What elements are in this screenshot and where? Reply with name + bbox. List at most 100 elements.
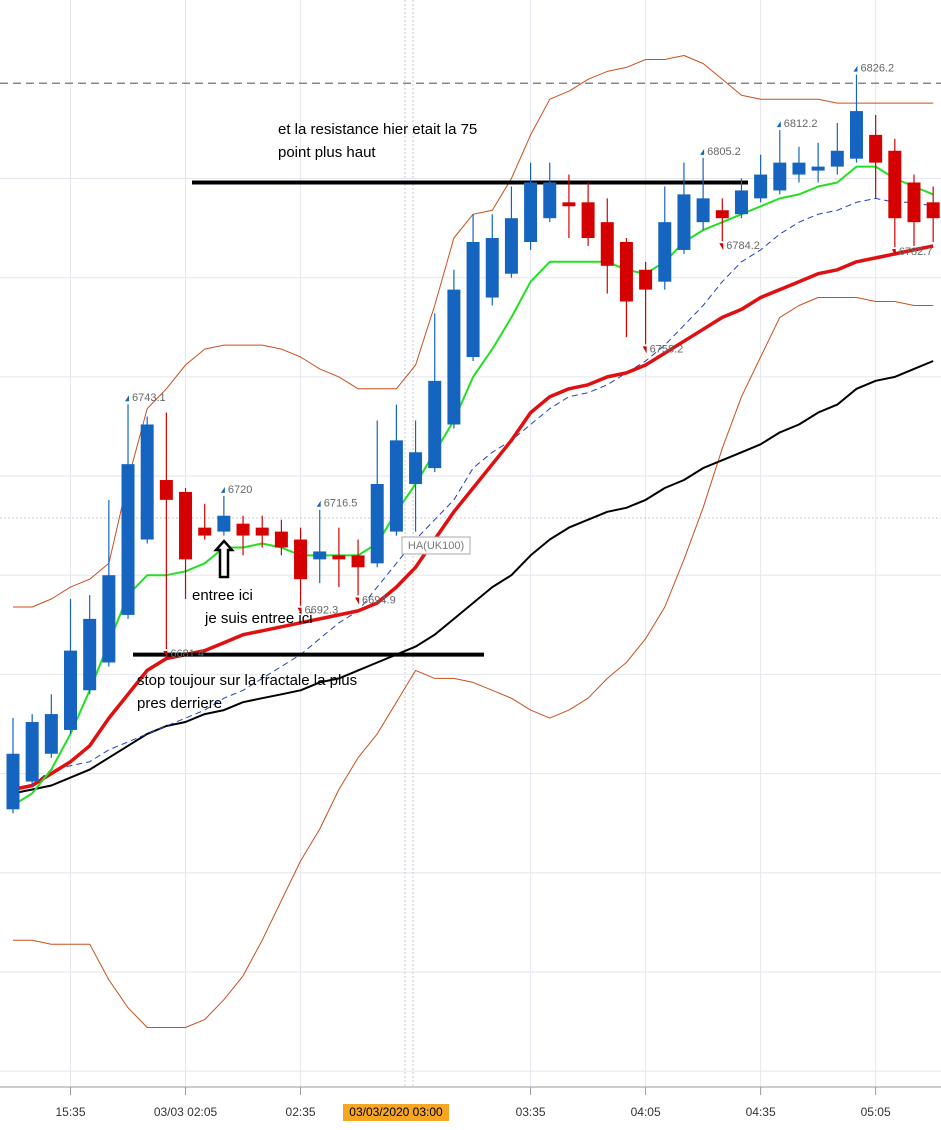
candle-body bbox=[159, 480, 173, 500]
candle-body bbox=[754, 174, 768, 199]
indicator-line bbox=[13, 55, 934, 608]
candle-body bbox=[639, 269, 653, 290]
candle-body bbox=[313, 551, 327, 560]
overlay-tag: HA(UK100) bbox=[401, 536, 471, 555]
candle-body bbox=[926, 202, 940, 219]
x-tick-label: 03/03 02:05 bbox=[154, 1105, 218, 1119]
candle-body bbox=[332, 555, 346, 560]
candle-body bbox=[792, 162, 806, 175]
candle-body bbox=[581, 202, 595, 239]
candle-body bbox=[466, 241, 480, 358]
candle-body bbox=[524, 182, 538, 242]
candle-body bbox=[294, 539, 308, 580]
fractal-down bbox=[642, 346, 647, 354]
candle-body bbox=[179, 491, 193, 560]
fractal-label: 6805.2 bbox=[707, 146, 741, 158]
candle-body bbox=[255, 527, 269, 536]
candle-body bbox=[370, 483, 384, 564]
candle-body bbox=[198, 527, 212, 536]
candle-body bbox=[562, 202, 576, 207]
annotation: et la resistance hier etait la 75 bbox=[278, 121, 477, 138]
fractal-label: 6720 bbox=[228, 484, 252, 496]
fractal-up bbox=[220, 486, 225, 493]
fractal-down bbox=[355, 597, 360, 605]
candle-body bbox=[236, 523, 250, 536]
fractal-label: 6694.9 bbox=[362, 594, 396, 606]
fractal-down bbox=[891, 249, 896, 257]
crosshair-label: 03/03/2020 03:00 bbox=[349, 1105, 443, 1119]
annotation: stop toujour sur la fractale la plus bbox=[137, 672, 357, 689]
entry-arrow bbox=[213, 539, 235, 579]
candle-body bbox=[715, 210, 729, 219]
fractal-label: 6782.7 bbox=[899, 246, 933, 258]
candle-body bbox=[849, 111, 863, 159]
overlay-label: HA(UK100) bbox=[408, 540, 464, 552]
candle-body bbox=[140, 424, 154, 540]
candle-body bbox=[907, 182, 921, 223]
fractal-label: 6812.2 bbox=[784, 118, 818, 130]
candle-body bbox=[274, 531, 288, 548]
x-tick-label: 15:35 bbox=[55, 1105, 85, 1119]
grid bbox=[0, 0, 941, 1087]
candle-body bbox=[773, 162, 787, 191]
candle-body bbox=[389, 440, 403, 532]
annotation: point plus haut bbox=[278, 144, 376, 161]
candle-body bbox=[830, 150, 844, 167]
fractal-up bbox=[776, 121, 781, 128]
fractal-down bbox=[297, 607, 302, 615]
candle-body bbox=[102, 575, 116, 663]
fractal-label: 6743.1 bbox=[132, 392, 166, 404]
candle-body bbox=[447, 289, 461, 425]
x-tick-label: 03:35 bbox=[516, 1105, 546, 1119]
fractal-label: 6758.2 bbox=[650, 343, 684, 355]
annotation: pres derriere bbox=[137, 695, 222, 712]
candle-body bbox=[811, 166, 825, 171]
candle-body bbox=[409, 452, 423, 484]
fractal-up bbox=[853, 65, 858, 72]
candle-body bbox=[121, 464, 135, 615]
candle-body bbox=[6, 753, 20, 810]
x-tick-label: 05:05 bbox=[861, 1105, 891, 1119]
candle-body bbox=[658, 222, 672, 282]
candle-body bbox=[485, 238, 499, 298]
candle-body bbox=[869, 134, 883, 163]
fractal-down bbox=[163, 651, 168, 659]
candle-body bbox=[677, 194, 691, 250]
candle-body bbox=[696, 198, 710, 223]
fractal-label: 6784.2 bbox=[726, 240, 760, 252]
candle-body bbox=[504, 218, 518, 274]
candle-body bbox=[217, 515, 231, 532]
fractal-label: 6692.3 bbox=[305, 605, 339, 617]
candle-body bbox=[428, 380, 442, 469]
candle-body bbox=[64, 650, 78, 730]
fractal-label: 6681.4 bbox=[170, 648, 204, 660]
annotation: je suis entree ici bbox=[204, 610, 313, 627]
fractal-label: 6826.2 bbox=[860, 62, 894, 74]
candle-body bbox=[543, 182, 557, 219]
candle-body bbox=[44, 714, 58, 754]
x-tick-label: 04:05 bbox=[631, 1105, 661, 1119]
candle-body bbox=[351, 555, 365, 568]
annotation: entree ici bbox=[192, 587, 253, 604]
indicator-line bbox=[13, 297, 934, 1028]
fractal-up bbox=[316, 500, 321, 507]
candle-body bbox=[25, 722, 39, 782]
fractal-up bbox=[700, 148, 705, 155]
overlay-box bbox=[401, 536, 471, 555]
crosshair-box bbox=[343, 1104, 449, 1121]
candle-body bbox=[734, 190, 748, 215]
indicator-line bbox=[12, 244, 934, 792]
fractal-up bbox=[125, 395, 130, 402]
fractal-label: 6716.5 bbox=[324, 498, 358, 510]
fractal-down bbox=[719, 243, 724, 251]
candle-body bbox=[619, 241, 633, 302]
candle-body bbox=[83, 618, 97, 691]
indicator-line bbox=[12, 360, 934, 795]
x-tick-label: 02:35 bbox=[286, 1105, 316, 1119]
plot bbox=[0, 55, 941, 1028]
candle-body bbox=[600, 222, 614, 266]
x-tick-label: 04:35 bbox=[746, 1105, 776, 1119]
candle-body bbox=[888, 150, 902, 219]
